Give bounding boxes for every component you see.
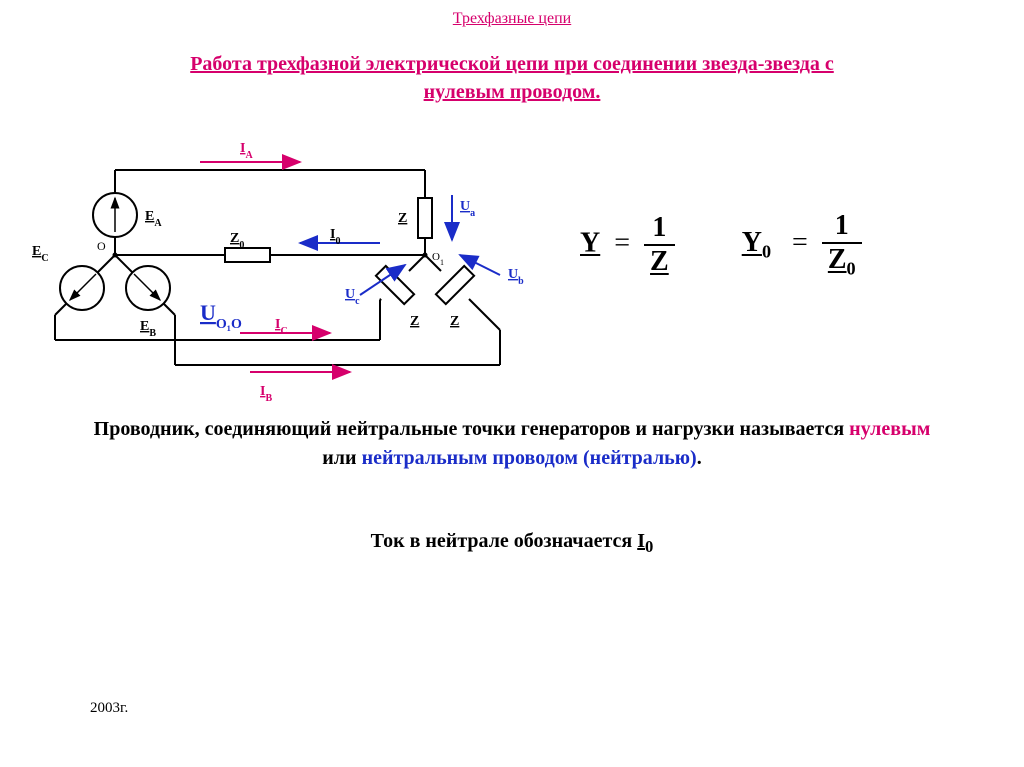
page: Трехфазные цепи Работа трехфазной электр… [0, 0, 1024, 767]
label-IB: IB [260, 384, 272, 404]
header-small-title: Трехфазные цепи [0, 10, 1024, 28]
footer-year: 2003г. [90, 700, 128, 717]
label-Uo1o: UO₁O [200, 300, 242, 332]
p2-I-sub: 0 [645, 537, 653, 556]
main-title: Работа трехфазной электрической цепи при… [0, 50, 1024, 106]
p1-text-c: или [322, 447, 361, 469]
label-Ua: Ua [460, 199, 475, 219]
impedance-Z0 [225, 248, 270, 262]
formula-area: Y = 1 Z Y0 = 1 Z0 [580, 210, 1010, 330]
formula-Y: Y = 1 Z [580, 212, 675, 278]
circuit-diagram: O EA EB EC O1 [0, 120, 560, 400]
label-Zb: Z [450, 314, 459, 329]
label-Uc: Uc [345, 287, 360, 307]
label-Zc: Z [410, 314, 419, 329]
label-EA: EA [145, 209, 162, 229]
load-Z-b [436, 266, 474, 304]
p1-text-b: нулевым [849, 418, 930, 440]
p2-text: Ток в нейтрале обозначается [371, 530, 638, 552]
load-Z-a [418, 198, 432, 238]
label-IA: IA [240, 141, 253, 161]
circuit-svg: O EA EB EC O1 [0, 120, 560, 410]
p2-I: I [637, 530, 645, 552]
label-Ub: Ub [508, 267, 524, 287]
formula-Y0: Y0 = 1 Z0 [742, 210, 862, 280]
paragraph-1: Проводник, соединяющий нейтральные точки… [80, 415, 944, 473]
title-line1: Работа трехфазной электрической цепи при… [190, 53, 834, 75]
p1-text-d: нейтральным проводом (нейтралью) [362, 447, 697, 469]
label-O: O [97, 239, 106, 253]
label-Za: Z [398, 211, 407, 226]
p1-text-a: Проводник, соединяющий нейтральные точки… [94, 418, 850, 440]
paragraph-2: Ток в нейтрале обозначается I0 [80, 530, 944, 557]
label-EB: EB [140, 319, 156, 339]
title-line2: нулевым проводом. [424, 81, 601, 103]
label-EC: EC [32, 244, 49, 264]
p1-text-e: . [697, 447, 702, 469]
